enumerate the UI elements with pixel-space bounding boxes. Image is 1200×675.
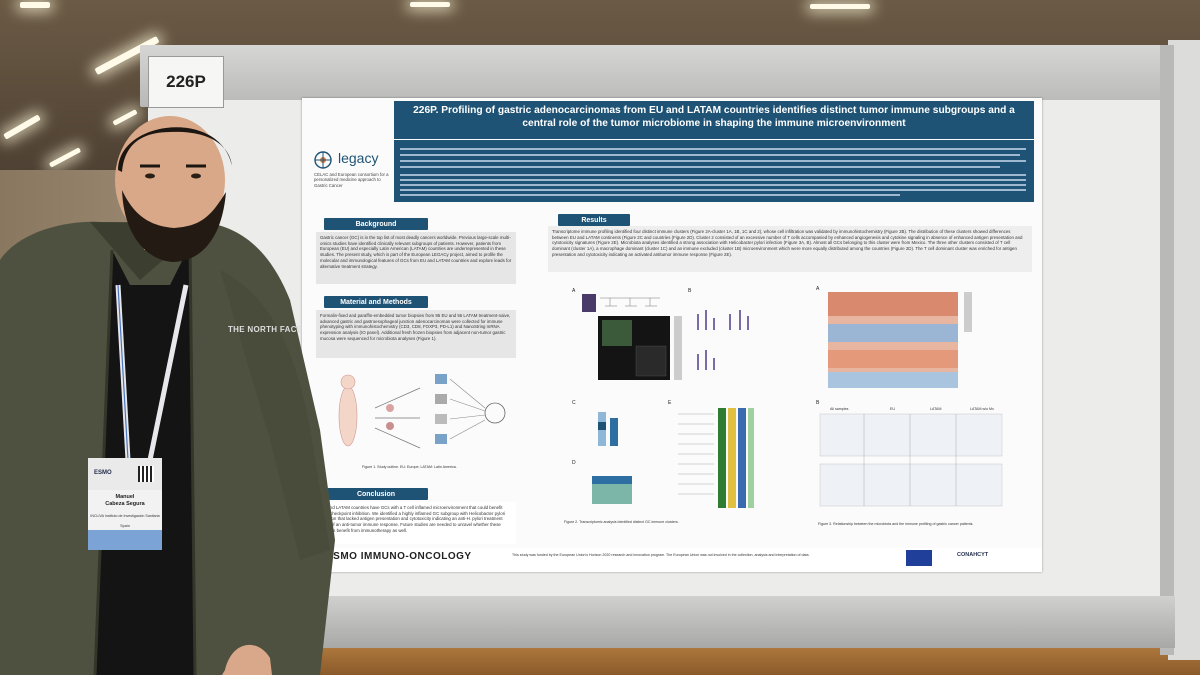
name-badge: ESMO Manuel Cabeza Segura INCLIVA Instit… [88, 458, 162, 550]
methods-text: Formalin-fixed and paraffin-embedded tum… [316, 310, 516, 358]
figure2-caption: Figure 2. Transcriptomic analysis identi… [564, 520, 679, 524]
badge-name: Manuel Cabeza Segura [88, 494, 162, 508]
author-text-line [400, 194, 900, 196]
study-outline-figure [338, 374, 506, 449]
author-text-line [400, 174, 1026, 176]
fig3-label-latam: LATAM [930, 407, 942, 411]
figure3-panels: A B [816, 286, 1003, 507]
ceiling-light [20, 2, 50, 8]
fig3-label-latam-wo-mx: LATAM w/o Mx [970, 407, 994, 411]
figure3-caption: Figure 3. Relationship between the micro… [818, 522, 974, 526]
figure1-caption: Figure 1. Study outline. EU: Europe; LAT… [362, 465, 457, 469]
legacy-logo-icon [314, 151, 332, 169]
background-heading: Background [324, 218, 428, 230]
svg-text:E: E [668, 400, 672, 406]
author-text-line [400, 148, 1026, 150]
scientific-poster: 226P. Profiling of gastric adenocarcinom… [302, 98, 1042, 572]
fig3-label-eu: EU [890, 407, 895, 411]
conclusion-text: EU and LATAM countries have GCs with a T… [316, 502, 516, 544]
results-heading: Results [558, 214, 630, 226]
legacy-logo-subtitle: CELAC and European consortium for a pers… [314, 172, 389, 188]
conahcyt-logo: CONAHCYT [957, 552, 989, 558]
author-text-line [400, 184, 1026, 186]
svg-text:B: B [816, 400, 820, 406]
badge-first-name: Manuel [115, 494, 135, 500]
presenter-person [0, 116, 335, 675]
fig3-label-all: All samples [830, 407, 849, 411]
badge-organization: INCLIVA Instituto de Investigación Sanit… [90, 514, 160, 518]
poster-title: 226P. Profiling of gastric adenocarcinom… [394, 101, 1034, 139]
authors-banner [394, 140, 1034, 202]
methods-heading: Material and Methods [324, 296, 428, 308]
figure2-panels: A B C D E [572, 288, 754, 508]
conclusion-heading: Conclusion [324, 488, 428, 500]
author-text-line [400, 166, 1000, 168]
eu-flag-icon [906, 550, 932, 566]
esmo-immuno-oncology-logo: ESMO IMMUNO-ONCOLOGY [326, 551, 472, 562]
funding-statement: This study was funded by the European Un… [512, 553, 810, 557]
author-text-line [400, 154, 1020, 156]
jacket-brand-logo: THE NORTH FACE [228, 325, 303, 334]
background-text: Gastric cancer (GC) is in the top list o… [316, 232, 516, 284]
author-text-line [400, 160, 1026, 162]
results-text: Transcriptome immune profiling identifie… [548, 226, 1032, 272]
badge-event-logo: ESMO [94, 470, 112, 476]
author-text-line [400, 189, 1026, 191]
svg-text:A: A [572, 288, 576, 294]
svg-text:D: D [572, 460, 576, 466]
ceiling-light [810, 4, 870, 9]
badge-last-name: Cabeza Segura [105, 501, 145, 508]
ceiling-light [410, 2, 450, 7]
board-frame-top [140, 45, 1170, 107]
author-text-line [400, 179, 1026, 181]
badge-footer-stripe [88, 530, 162, 550]
badge-qr-icon [138, 466, 154, 482]
legacy-logo-text: legacy [338, 150, 379, 166]
poster-number-label: 226P [148, 56, 224, 108]
badge-country: Spain [120, 524, 130, 528]
svg-text:C: C [572, 400, 576, 406]
board-frame-post [1160, 45, 1174, 655]
svg-text:B: B [688, 288, 692, 294]
svg-text:A: A [816, 286, 820, 292]
